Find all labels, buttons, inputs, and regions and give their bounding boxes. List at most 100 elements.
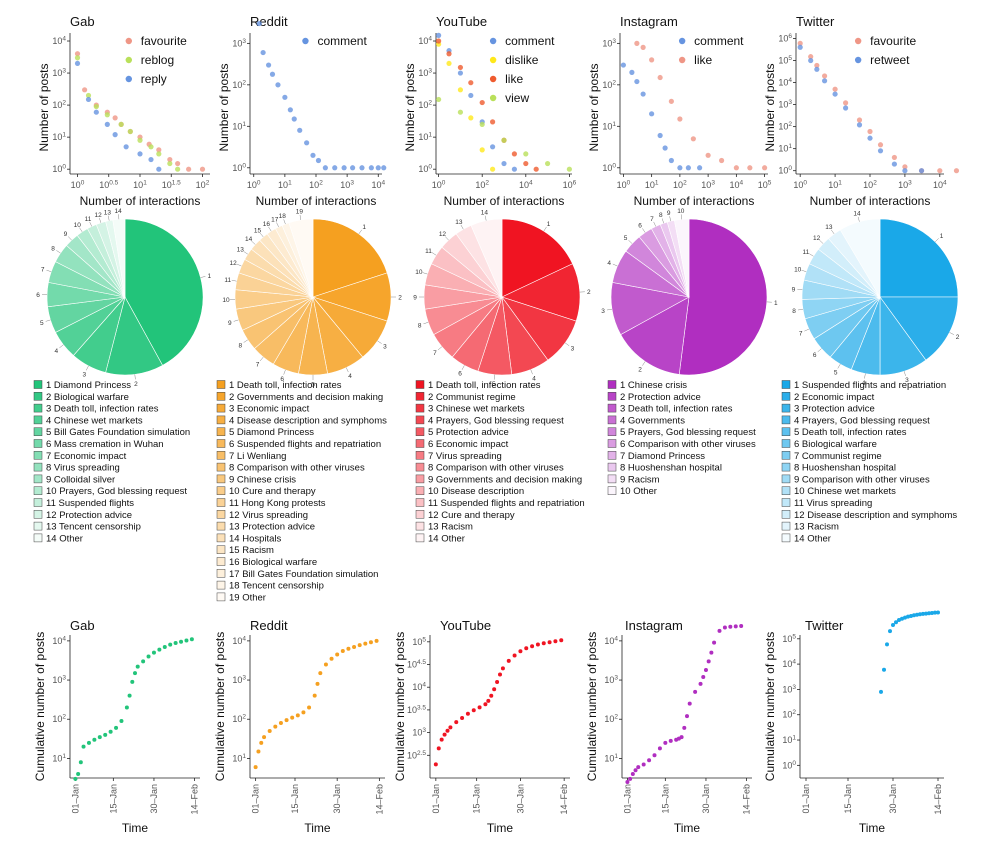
data-point [559,638,564,643]
data-point [86,740,91,745]
y-tick-label: 104 [782,659,796,670]
slice-leader [45,319,51,322]
point-reply [112,132,118,138]
legend-swatch [415,415,425,425]
y-tick-label: 102.5 [407,750,426,761]
data-point [918,612,922,617]
slice-leader [530,369,533,375]
panel-title: Twitter [796,14,835,29]
legend-swatch [607,427,617,436]
y-tick-label: 105 [782,633,796,644]
data-point [483,702,488,707]
legend-item: 11 Suspended flights and repatriation [428,498,585,509]
legend-swatch [781,474,791,484]
slice-leader [358,229,362,235]
slice-label: 3 [905,377,909,384]
point-reblog [137,137,143,143]
data-point [657,746,662,751]
point-comment [381,165,387,171]
data-point [173,641,178,646]
x-tick-label: 14–Feb [190,784,200,815]
data-point [368,640,373,645]
distribution-panel-twitter: Twitter 100 101 102 103 104 100 101 102 103 104 105… [763,14,960,208]
data-point [518,649,523,654]
slice-label: 9 [413,295,417,302]
legend-swatch [216,580,226,590]
slice-label: 5 [624,235,628,242]
slice-leader [817,348,822,353]
slice-leader [134,374,136,380]
x-tick-label: 14–Feb [933,784,943,815]
point-comment [662,145,668,151]
slice-label: 10 [222,297,230,304]
data-point [512,653,517,658]
data-point [103,732,108,737]
slice-label: 2 [956,334,960,341]
point-like [733,165,739,171]
point-comment [685,165,691,171]
slice-label: 13 [825,224,833,231]
data-point [124,705,129,710]
pie-slice-14 [839,218,881,299]
legend-item: 9 Racism [620,474,660,485]
data-point [900,616,904,621]
point-comment [629,69,635,75]
y-tick-label: 103 [52,68,66,79]
x-axis-title: Time [487,821,514,835]
point-comment [436,32,442,38]
data-point [535,642,540,647]
legend-item: 4 Disease description and symphoms [229,415,387,426]
x-tick-label: 30–Jan [149,784,159,814]
y-tick-label: 101 [232,753,246,764]
point-comment [341,165,347,171]
point-comment [375,165,381,171]
y-tick-label: 104 [778,77,792,88]
slice-label: 7 [433,350,437,357]
x-tick-label: 15–Jan [290,784,300,814]
slice-label: 2 [587,289,591,296]
slice-label: 6 [36,292,40,299]
legend-item: 3 Death toll, infection rates [620,404,733,415]
legend-swatch [33,510,43,519]
data-point [679,735,684,740]
legend-label-comment: comment [694,34,744,48]
x-tick-label: 01–Jan [622,784,632,814]
legend-swatch [33,380,43,389]
slice-label: 14 [245,236,253,243]
legend-item: 12 Disease description and symphoms [794,510,957,521]
y-tick-label: 104 [52,635,66,646]
point-comment [322,165,328,171]
x-tick-label: 15–Jan [108,784,118,814]
y-tick-label: 103 [602,38,616,49]
slice-leader [107,215,110,221]
point-favourite [832,86,838,92]
legend-item: 6 Biological warfare [794,439,877,450]
y-tick-label: 101 [782,735,796,746]
y-tick-label: 100 [782,760,796,771]
slice-label: 6 [458,371,462,378]
point-favourite [199,166,206,172]
data-point [647,758,652,763]
legend-item: 9 Governments and decision making [428,474,582,485]
slice-label: 8 [418,323,422,330]
data-point [471,708,476,713]
y-tick-label: 101 [602,121,616,132]
data-point [323,662,328,667]
legend-swatch [781,486,791,495]
legend-item: 14 Other [428,533,465,544]
data-point [489,693,494,698]
pie-slice-19 [288,218,314,298]
distribution-panel-reddit: Reddit 100 101 102 103 104 100 101 102 103 comment… [217,14,387,208]
point-favourite [186,166,192,172]
slice-leader [484,215,487,221]
legend-swatch [415,521,425,531]
x-axis-title: Number of interactions [634,194,755,208]
data-point [340,649,345,654]
pie-slice-1 [312,218,388,298]
data-point [307,705,312,710]
y-axis-title: Number of posts [217,63,231,151]
legend-swatch [33,451,43,460]
point-comment [657,132,663,139]
data-point [141,659,146,664]
slice-label: 9 [64,231,68,238]
